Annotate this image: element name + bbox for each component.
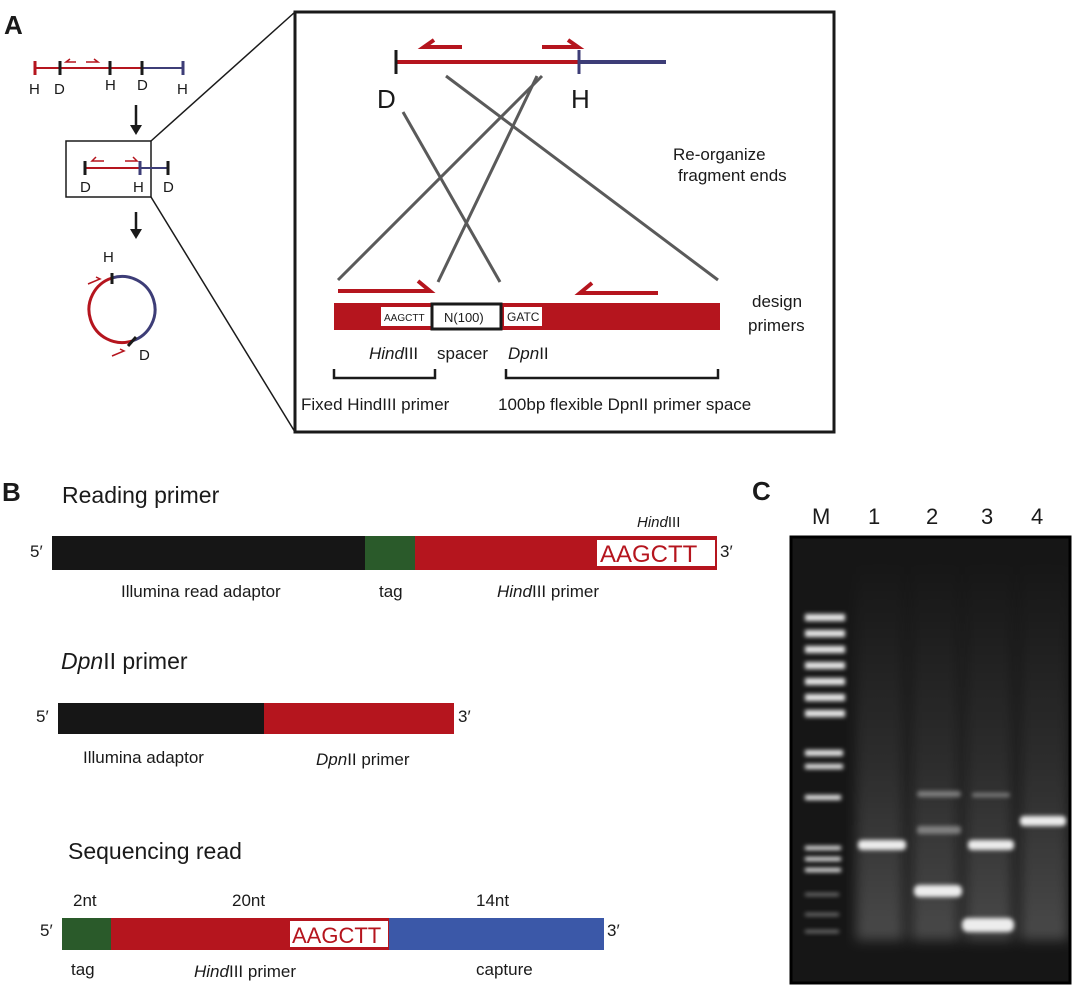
- site-label: D: [80, 179, 91, 196]
- dpn-title: DpnII primer: [61, 648, 188, 674]
- seq-five: 5′: [40, 921, 53, 940]
- dpn-adaptor-label: Illumina adaptor: [83, 748, 204, 767]
- spacer-label: spacer: [437, 344, 488, 363]
- reorganize-line2: fragment ends: [678, 166, 787, 185]
- lane-label: M: [812, 504, 830, 529]
- box-hind-site: AAGCTT: [384, 313, 425, 324]
- site-label: D: [137, 77, 148, 94]
- reading-site: AAGCTT: [600, 541, 698, 568]
- seq-site: AAGCTT: [292, 923, 381, 948]
- site-label: H: [571, 84, 590, 114]
- box-spacer: N(100): [444, 310, 484, 325]
- design-line2: primers: [748, 316, 805, 335]
- flex-label: 100bp flexible DpnII primer space: [498, 395, 751, 414]
- reading-title: Reading primer: [62, 482, 220, 508]
- site-label: H: [103, 249, 114, 266]
- site-label: D: [377, 84, 396, 114]
- seq-title: Sequencing read: [68, 838, 242, 864]
- primer-design-bar: AAGCTT N(100) GATC: [334, 279, 720, 331]
- lane-label: 2: [926, 504, 938, 529]
- seq-capture-label: capture: [476, 960, 533, 979]
- reorganize-lines: [336, 74, 719, 283]
- reading-primer-bar: [52, 536, 717, 570]
- lane-label: 3: [981, 504, 993, 529]
- fixed-label: Fixed HindIII primer: [301, 395, 450, 414]
- site-label: D: [54, 81, 65, 98]
- dpn-five: 5′: [36, 707, 49, 726]
- reading-three: 3′: [720, 542, 733, 561]
- panel-c-label: C: [752, 476, 771, 506]
- reading-five: 5′: [30, 542, 43, 561]
- design-line1: design: [752, 292, 802, 311]
- dpn-three: 3′: [458, 707, 471, 726]
- sequencing-read-bar: [62, 918, 604, 950]
- panel-a-label: A: [4, 10, 23, 40]
- box-dpn-site: GATC: [507, 310, 540, 324]
- seq-len-tag: 2nt: [73, 891, 97, 910]
- zoom-box: [293, 10, 836, 434]
- seq-len-primer: 20nt: [232, 891, 265, 910]
- seq-three: 3′: [607, 921, 620, 940]
- site-label: H: [133, 179, 144, 196]
- gel-image: [789, 535, 1072, 985]
- fixed-bracket: [332, 369, 437, 380]
- panel-b-label: B: [2, 477, 21, 507]
- fragment-small: D H D: [80, 156, 174, 196]
- flex-bracket: [504, 369, 720, 380]
- site-label: H: [29, 81, 40, 98]
- site-label: H: [177, 81, 188, 98]
- site-label: D: [139, 347, 150, 364]
- dpn-primer-label: DpnII primer: [316, 750, 410, 769]
- linear-construct: H D H D H: [29, 58, 188, 98]
- dpn-label: DpnII: [508, 344, 549, 363]
- zoom-fragment: D H: [377, 38, 666, 114]
- reading-hind-top: HindIII: [637, 514, 680, 531]
- seq-tag-label: tag: [71, 960, 95, 979]
- dpn-primer-bar: [58, 703, 454, 734]
- reading-primer-label: HindIII primer: [497, 582, 599, 601]
- lane-label: 4: [1031, 504, 1043, 529]
- circularized-fragment: H D: [87, 249, 157, 364]
- seq-primer-label: HindIII primer: [194, 962, 296, 981]
- lane-label: 1: [868, 504, 880, 529]
- reading-adaptor-label: Illumina read adaptor: [121, 582, 281, 601]
- hind-label: HindIII: [369, 344, 418, 363]
- seq-len-capture: 14nt: [476, 891, 509, 910]
- site-label: D: [163, 179, 174, 196]
- reading-tag-label: tag: [379, 582, 403, 601]
- site-label: H: [105, 77, 116, 94]
- reorganize-line1: Re-organize: [673, 145, 766, 164]
